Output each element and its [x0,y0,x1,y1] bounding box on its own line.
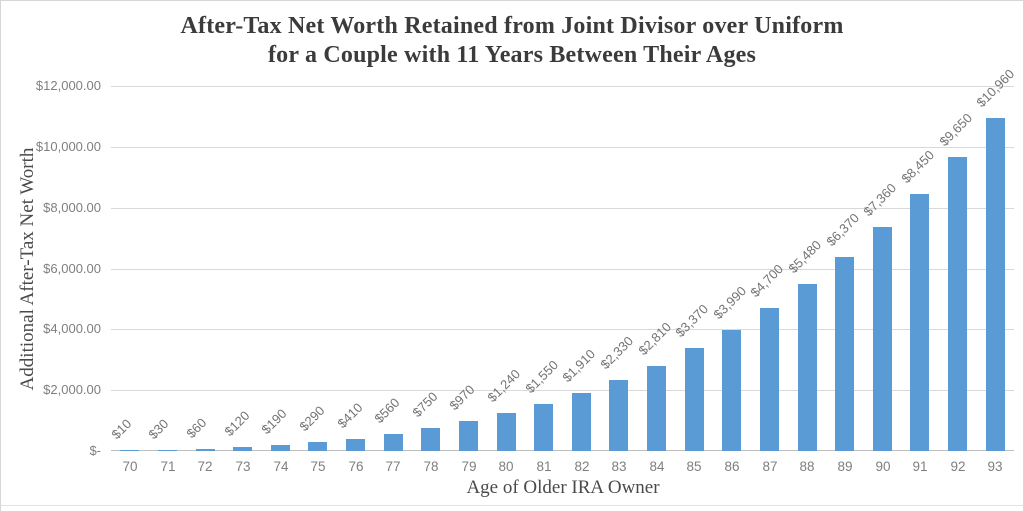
y-tick-label: $- [89,443,101,458]
x-tick-label: 76 [348,459,364,474]
x-tick-label: 90 [875,459,891,474]
bar [835,257,854,451]
bar [233,447,252,451]
bar-value-label: $4,700 [747,261,787,300]
x-tick-label: 93 [987,459,1003,474]
chart-title-line-2: for a Couple with 11 Years Between Their… [267,42,757,68]
bar-value-label: $190 [258,405,290,437]
x-tick-label: 86 [724,459,740,474]
bar-value-label: $560 [371,394,403,426]
y-tick-label: $10,000.00 [35,139,101,154]
gridline [111,269,1014,270]
y-tick-label: $4,000.00 [43,321,101,336]
bar [346,439,365,451]
bar [609,380,628,451]
chart-title-line-1: After-Tax Net Worth Retained from Joint … [180,13,844,39]
x-tick-label: 88 [799,459,815,474]
bar [647,366,666,451]
bar [308,442,327,451]
gridline [111,208,1014,209]
x-axis-title: Age of Older IRA Owner [466,477,660,498]
x-tick-label: 74 [273,459,289,474]
bar [722,330,741,451]
bar-value-label: $410 [334,399,366,431]
x-tick-label: 85 [686,459,702,474]
bar-value-label: $3,370 [672,301,712,340]
x-tick-label: 89 [837,459,853,474]
x-tick-label: 92 [950,459,966,474]
bar-value-label: $3,990 [710,283,750,322]
y-tick-label: $2,000.00 [43,382,101,397]
x-tick-label: 82 [574,459,590,474]
bar-value-label: $5,480 [785,237,825,276]
x-tick-label: 75 [310,459,326,474]
bar-value-label: $290 [296,402,328,434]
bar [534,404,553,451]
bar-value-label: $750 [409,388,441,420]
gridline [111,147,1014,148]
gridline [111,390,1014,391]
bar [196,449,215,451]
bar [760,308,779,451]
bar [120,450,139,451]
y-tick-label: $12,000.00 [35,78,101,93]
bar [873,227,892,451]
x-tick-label: 72 [197,459,213,474]
x-tick-label: 84 [649,459,665,474]
plot-area: $10 $30 $60 $120 $190 $290 $410 $560 $750 $970 $1,… [108,66,1017,451]
bar-value-label: $60 [183,415,210,441]
y-tick-label: $8,000.00 [43,200,101,215]
x-tick-label: 87 [762,459,778,474]
bar-value-label: $2,330 [597,333,637,372]
bar-value-label: $9,650 [936,110,976,149]
x-tick-label: 78 [423,459,439,474]
x-tick-label: 71 [160,459,176,474]
bar [572,393,591,451]
bar-value-label: $30 [145,416,172,442]
bar [158,450,177,451]
bar-value-label: $1,240 [484,366,524,405]
bar-value-label: $2,810 [635,319,675,358]
bar [459,421,478,451]
bar-value-label: $120 [221,407,253,439]
bar-value-label: $10 [108,416,135,442]
chart-title: After-Tax Net Worth Retained from Joint … [1,12,1023,70]
bar-value-label: $1,910 [559,346,599,385]
bar [384,434,403,451]
bar [910,194,929,451]
x-tick-label: 77 [385,459,401,474]
x-tick-label: 73 [235,459,251,474]
bar [986,118,1005,451]
y-tick-label: $6,000.00 [43,261,101,276]
x-tick-label: 81 [536,459,552,474]
gridline [111,329,1014,330]
bar [798,284,817,451]
bar-value-label: $8,450 [898,147,938,186]
x-tick-label: 70 [122,459,138,474]
x-axis-line [111,450,1014,451]
bar-value-label: $970 [446,381,478,413]
chart-frame-bottom-border [1,505,1023,506]
bar-value-label: $7,360 [860,180,900,219]
bar [685,348,704,451]
bar [421,428,440,451]
bar [948,157,967,451]
bar-value-label: $10,960 [973,66,1018,110]
bar-value-label: $6,370 [823,210,863,249]
bar [497,413,516,451]
x-tick-label: 79 [461,459,477,474]
bar [271,445,290,451]
x-tick-label: 91 [912,459,928,474]
x-tick-label: 80 [498,459,514,474]
x-tick-label: 83 [611,459,627,474]
gridline [111,86,1014,87]
